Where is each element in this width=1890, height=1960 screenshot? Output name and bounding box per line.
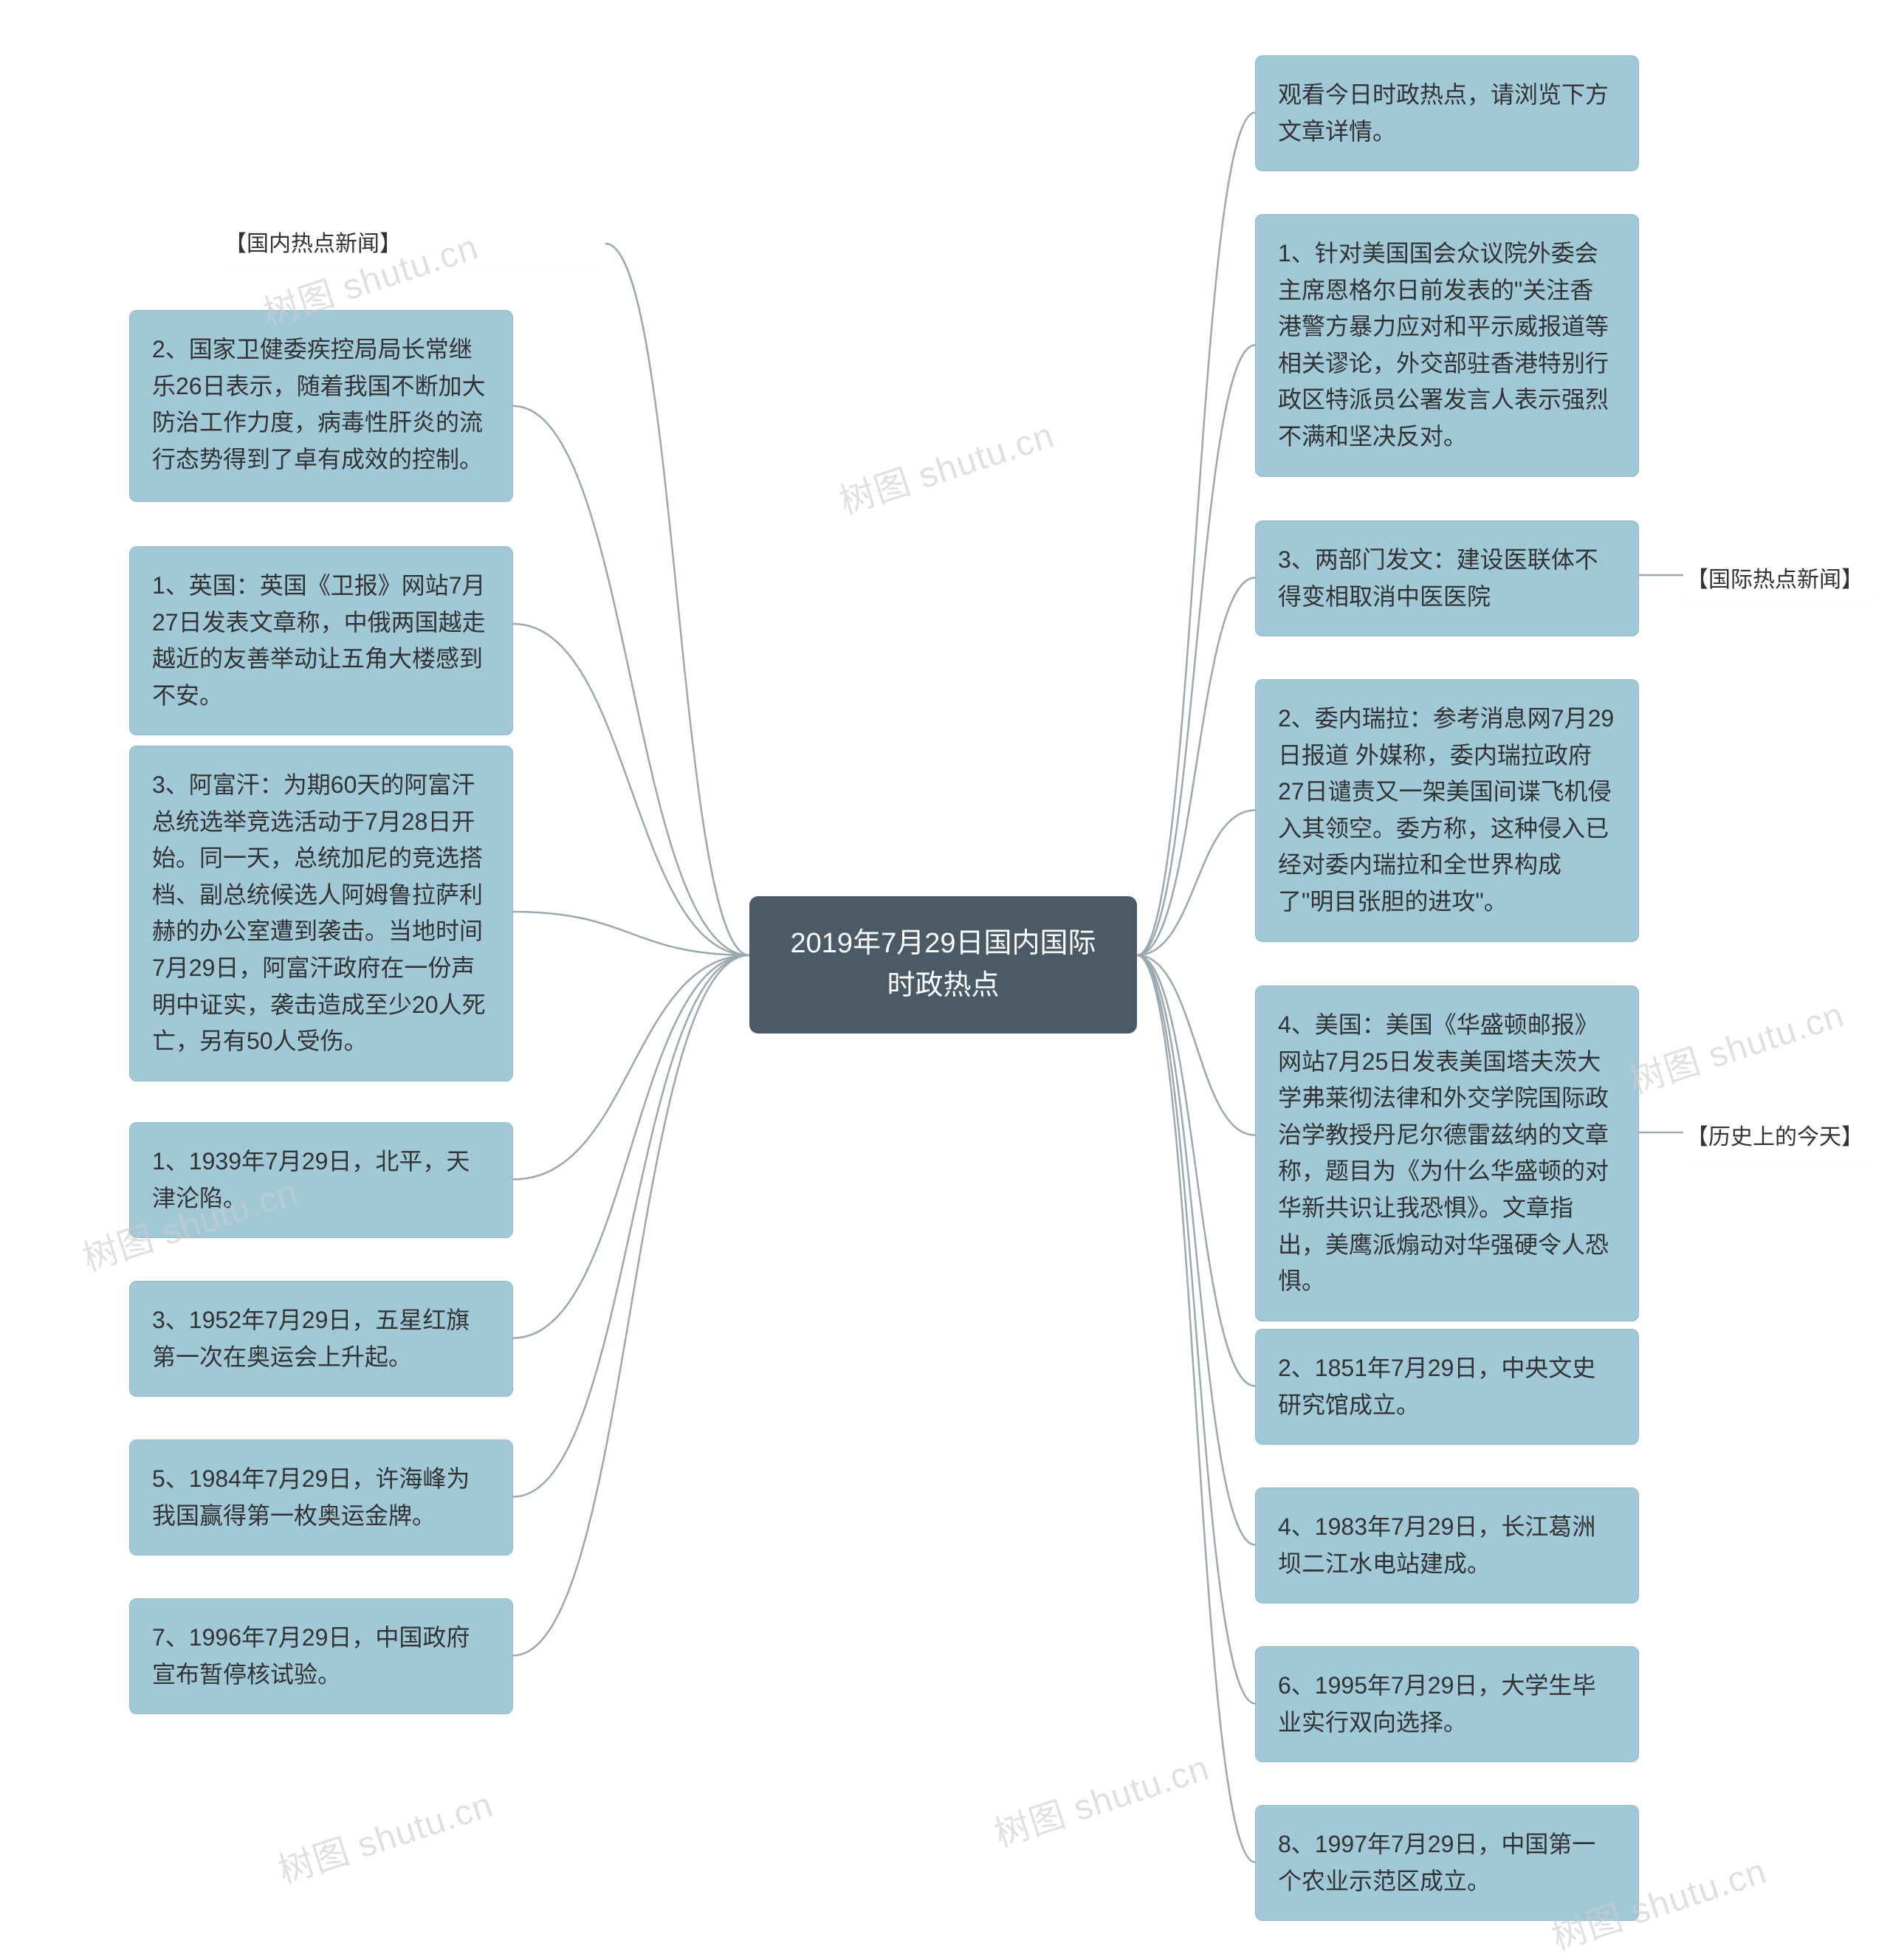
right-node-1[interactable]: 1、针对美国国会众议院外委会主席恩格尔日前发表的"关注香港警方暴力应对和平示威报… [1255, 214, 1639, 477]
left-node-1[interactable]: 2、国家卫健委疾控局局长常继乐26日表示，随着我国不断加大防治工作力度，病毒性肝… [129, 310, 513, 502]
watermark: 树图 shutu.cn [271, 1775, 499, 1894]
right-node-4[interactable]: 4、美国：美国《华盛顿邮报》网站7月25日发表美国塔夫茨大学弗莱彻法律和外交学院… [1255, 986, 1639, 1321]
connector [1137, 811, 1255, 956]
left-node-3[interactable]: 3、阿富汗：为期60天的阿富汗总统选举竞选活动于7月28日开始。同一天，总统加尼… [129, 746, 513, 1082]
left-node-7[interactable]: 7、1996年7月29日，中国政府宣布暂停核试验。 [129, 1598, 513, 1714]
right-label-4: 【历史上的今天】 [1683, 1115, 1875, 1161]
right-node-6[interactable]: 4、1983年7月29日，长江葛洲坝二江水电站建成。 [1255, 1488, 1639, 1603]
root-line1: 2019年7月29日国内国际 [772, 923, 1115, 965]
connector [513, 406, 749, 955]
connector [513, 955, 749, 1338]
left-node-0[interactable]: 【国内热点新闻】 [221, 221, 605, 268]
connector [1137, 955, 1255, 1545]
right-label-2: 【国际热点新闻】 [1683, 557, 1875, 604]
connector [1137, 955, 1255, 1386]
connector [605, 244, 749, 955]
watermark: 树图 shutu.cn [832, 406, 1060, 524]
left-node-5[interactable]: 3、1952年7月29日，五星红旗第一次在奥运会上升起。 [129, 1281, 513, 1397]
right-node-5[interactable]: 2、1851年7月29日，中央文史研究馆成立。 [1255, 1329, 1639, 1445]
left-node-6[interactable]: 5、1984年7月29日，许海峰为我国赢得第一枚奥运金牌。 [129, 1440, 513, 1555]
root-line2: 时政热点 [772, 965, 1115, 1007]
left-node-2[interactable]: 1、英国：英国《卫报》网站7月27日发表文章称，中俄两国越走越近的友善举动让五角… [129, 546, 513, 735]
connector [513, 955, 749, 1656]
connector [513, 955, 749, 1180]
connector [513, 624, 749, 955]
watermark: 树图 shutu.cn [1622, 986, 1850, 1104]
connector [513, 955, 749, 1497]
right-node-7[interactable]: 6、1995年7月29日，大学生毕业实行双向选择。 [1255, 1646, 1639, 1762]
connector [1137, 113, 1255, 956]
connector [513, 912, 749, 955]
left-node-4[interactable]: 1、1939年7月29日，北平，天津沦陷。 [129, 1122, 513, 1238]
right-node-3[interactable]: 2、委内瑞拉：参考消息网7月29日报道 外媒称，委内瑞拉政府27日谴责又一架美国… [1255, 679, 1639, 942]
mindmap-canvas: 2019年7月29日国内国际时政热点 【国内热点新闻】 2、国家卫健委疾控局局长常继… [0, 0, 1890, 1955]
connector [1137, 578, 1255, 956]
right-node-0[interactable]: 观看今日时政热点，请浏览下方文章详情。 [1255, 55, 1639, 171]
connector [1137, 955, 1255, 1704]
watermark: 树图 shutu.cn [987, 1739, 1215, 1857]
right-node-2[interactable]: 3、两部门发文：建设医联体不得变相取消中医医院 [1255, 520, 1639, 636]
connector [1137, 955, 1255, 1863]
root-node[interactable]: 2019年7月29日国内国际时政热点 [749, 896, 1137, 1034]
right-node-8[interactable]: 8、1997年7月29日，中国第一个农业示范区成立。 [1255, 1805, 1639, 1921]
connector [1137, 345, 1255, 956]
connector [1137, 955, 1255, 1135]
